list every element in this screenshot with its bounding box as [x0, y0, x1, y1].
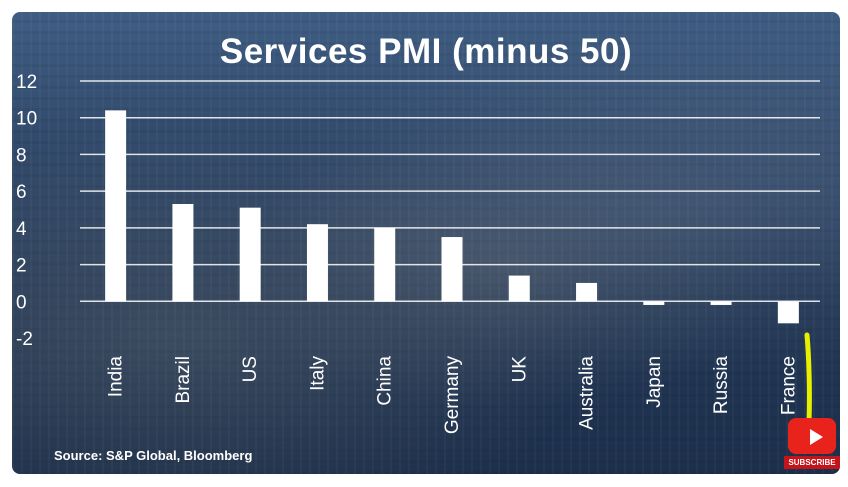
y-tick-label: 6 — [16, 182, 27, 203]
bar-chart: 12 10 8 6 4 2 0 -2 India Brazil US Italy China German… — [16, 72, 820, 435]
bar-china — [374, 227, 396, 302]
y-tick-label: 10 — [16, 109, 37, 130]
subscribe-button[interactable]: SUBSCRIBE — [784, 416, 840, 472]
x-tick-label: UK — [509, 356, 530, 383]
y-tick-label: 2 — [16, 256, 27, 277]
bar-germany — [441, 237, 463, 302]
x-tick-label: Russia — [711, 356, 732, 415]
x-tick-label: Australia — [577, 356, 598, 430]
bar-france — [777, 301, 799, 324]
x-tick-label: China — [375, 356, 396, 406]
subscribe-label: SUBSCRIBE — [784, 456, 840, 469]
bar-italy — [306, 224, 328, 302]
bar-brazil — [172, 203, 194, 302]
chart-title: Services PMI (minus 50) — [219, 32, 633, 71]
y-tick-label: -2 — [16, 329, 33, 350]
bar-russia — [710, 301, 732, 305]
x-tick-label: Brazil — [173, 356, 194, 404]
x-tick-label: France — [778, 356, 799, 415]
x-tick-label: India — [106, 356, 127, 398]
bar-us — [239, 207, 261, 302]
y-tick-label: 0 — [16, 292, 27, 313]
y-tick-label: 12 — [16, 72, 37, 93]
x-tick-label: Japan — [644, 356, 665, 408]
chart-frame: Services PMI (minus 50) 12 10 8 6 4 2 0 -2 India… — [12, 12, 840, 474]
bar-india — [105, 110, 127, 302]
chart-source: Source: S&P Global, Bloomberg — [54, 448, 253, 463]
x-tick-label: Italy — [307, 356, 328, 391]
bar-australia — [576, 282, 598, 302]
highlight-mark — [804, 332, 812, 425]
y-tick-label: 8 — [16, 145, 27, 166]
y-tick-label: 4 — [16, 219, 27, 240]
x-tick-label: Germany — [442, 356, 463, 435]
bar-japan — [643, 301, 665, 305]
bar-uk — [508, 275, 530, 302]
x-tick-label: US — [240, 356, 261, 382]
youtube-play-icon — [788, 418, 836, 454]
